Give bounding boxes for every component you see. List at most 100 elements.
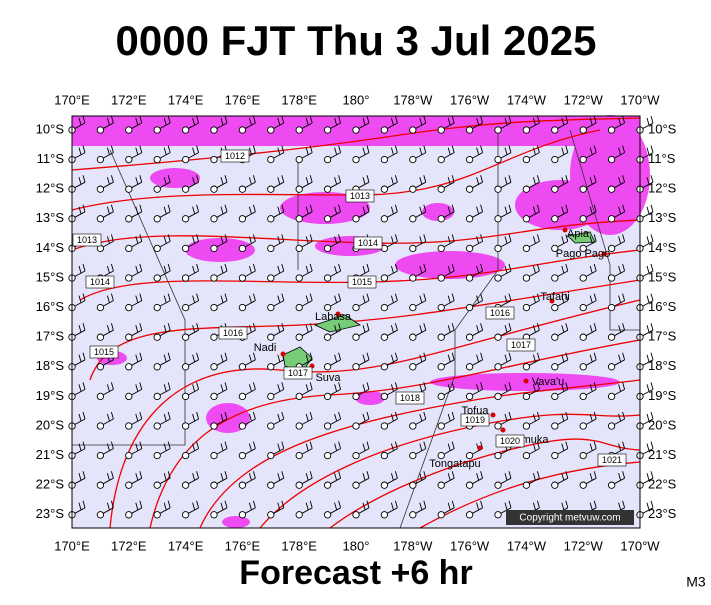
barb-flag xyxy=(480,323,484,331)
wind-barb xyxy=(96,382,114,401)
barb-station xyxy=(181,244,190,253)
barb-flag xyxy=(390,236,394,244)
wind-barb xyxy=(295,293,313,312)
wind-barb xyxy=(409,352,427,371)
barb-flag xyxy=(593,352,597,360)
barb-flag xyxy=(167,323,171,331)
barb-flag xyxy=(163,325,167,333)
barb-station xyxy=(522,244,531,253)
barb-station xyxy=(153,333,161,341)
barb-flag xyxy=(334,384,338,392)
barb-flag xyxy=(196,382,200,390)
barb-station xyxy=(267,481,275,489)
barb-station xyxy=(579,126,587,134)
barb-station xyxy=(267,155,275,164)
isobar-label-box xyxy=(283,366,313,380)
wind-barb xyxy=(465,234,484,253)
barb-flag xyxy=(334,354,338,362)
wind-barbs xyxy=(68,115,654,519)
barb-flag xyxy=(167,175,171,183)
wind-barb xyxy=(125,234,143,253)
wind-barb xyxy=(96,175,114,193)
rain-area xyxy=(355,391,385,405)
wind-barb xyxy=(380,352,398,371)
barb-flag xyxy=(394,441,398,449)
barb-flag xyxy=(565,323,569,331)
lon-label-bottom: 176°W xyxy=(450,538,490,553)
barb-flag xyxy=(78,443,82,451)
barb-flag xyxy=(589,265,593,274)
isobar-label: 1014 xyxy=(358,238,378,248)
barb-flag xyxy=(646,236,650,244)
barb-station xyxy=(96,363,105,371)
barb-flag xyxy=(82,145,86,153)
barb-station xyxy=(210,274,218,282)
barb-flag xyxy=(224,293,228,301)
lat-label-right: 21°S xyxy=(648,447,677,462)
wind-barb xyxy=(579,145,597,164)
wind-barb xyxy=(437,500,455,519)
barb-flag xyxy=(622,234,626,242)
wind-barb xyxy=(494,175,512,193)
barb-station xyxy=(125,451,133,460)
barb-station xyxy=(125,126,133,134)
barb-station xyxy=(181,185,190,193)
barb-station xyxy=(210,126,218,134)
barb-flag xyxy=(338,175,342,183)
barb-station xyxy=(579,451,587,460)
barb-flag xyxy=(167,293,171,301)
barb-station xyxy=(238,303,247,312)
wind-barb xyxy=(323,175,342,193)
barb-flag xyxy=(508,175,512,183)
wind-barb xyxy=(323,323,342,341)
barb-station xyxy=(522,422,531,430)
barb-station xyxy=(295,333,303,341)
wind-barb xyxy=(125,204,143,223)
barb-flag xyxy=(139,293,143,301)
model-label: M3 xyxy=(686,574,706,590)
barb-flag xyxy=(646,502,650,510)
barb-flag xyxy=(163,117,167,126)
lon-label-bottom: 178°E xyxy=(281,538,317,553)
barb-flag xyxy=(532,443,536,451)
barb-flag xyxy=(106,236,110,244)
barb-flag xyxy=(252,175,256,183)
barb-flag xyxy=(167,471,171,479)
barb-station xyxy=(494,215,502,223)
barb-flag xyxy=(277,147,281,155)
barb-flag xyxy=(248,177,252,185)
barb-flag xyxy=(480,500,484,508)
barb-flag xyxy=(224,411,228,420)
barb-flag xyxy=(362,354,366,362)
barb-flag xyxy=(650,382,654,390)
wind-barb xyxy=(238,234,256,253)
barb-flag xyxy=(476,473,480,481)
barb-flag xyxy=(106,413,110,422)
barb-flag xyxy=(451,263,455,272)
barb-flag xyxy=(476,384,480,392)
barb-flag xyxy=(252,323,256,331)
barb-flag xyxy=(394,352,398,360)
wind-barb xyxy=(409,411,427,430)
barb-flag xyxy=(135,147,139,155)
barb-flag xyxy=(110,145,114,153)
wind-barb xyxy=(323,263,342,282)
wind-barb xyxy=(465,263,484,282)
isobar-label: 1017 xyxy=(511,340,531,350)
wind-barb xyxy=(181,411,200,430)
barb-flag xyxy=(192,117,196,126)
barb-flag xyxy=(504,384,508,392)
barb-flag xyxy=(561,384,565,392)
wind-barb xyxy=(551,263,569,282)
barb-station xyxy=(494,274,502,282)
barb-station xyxy=(409,303,417,312)
lat-label-right: 22°S xyxy=(648,477,677,492)
barb-flag xyxy=(447,473,451,481)
barb-flag xyxy=(650,323,654,331)
barb-flag xyxy=(110,204,114,212)
barb-flag xyxy=(248,295,252,303)
barb-flag xyxy=(589,177,593,185)
barb-station xyxy=(210,511,218,519)
barb-station xyxy=(522,155,531,164)
barb-flag xyxy=(646,473,650,481)
